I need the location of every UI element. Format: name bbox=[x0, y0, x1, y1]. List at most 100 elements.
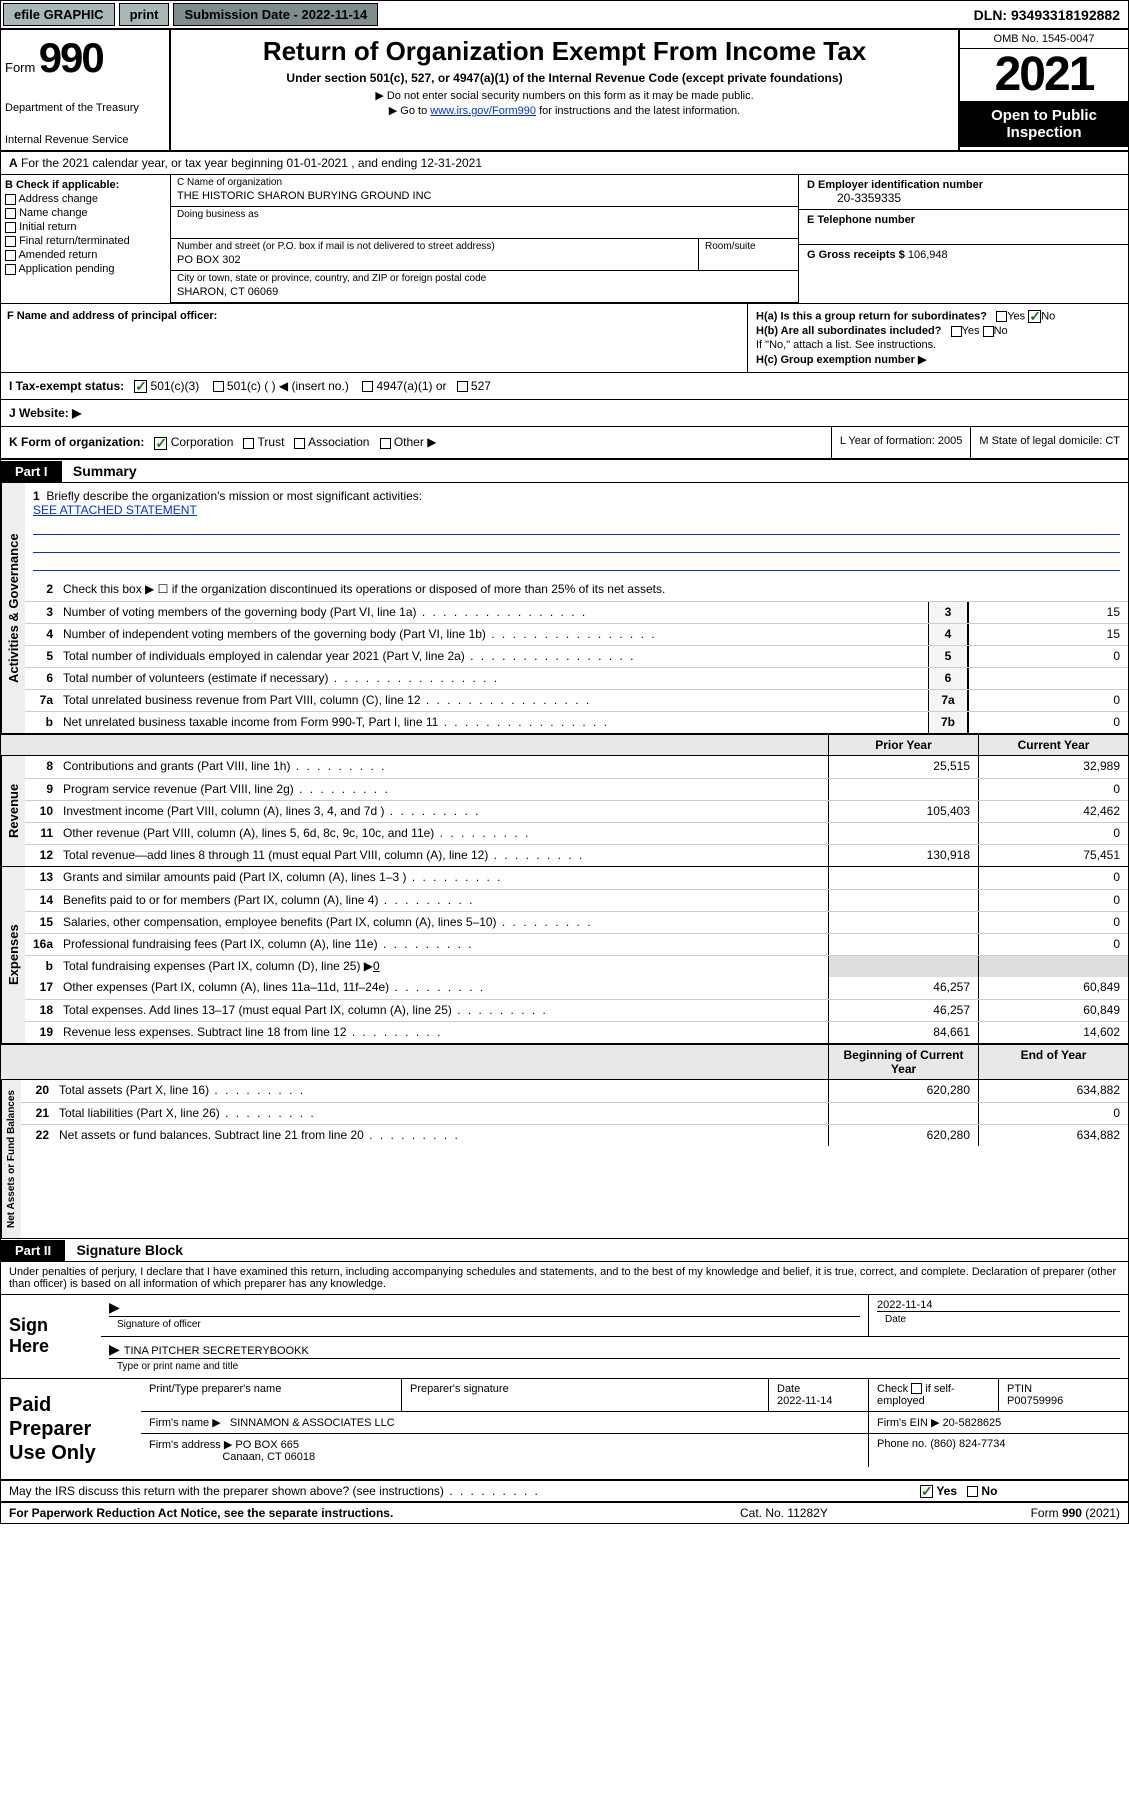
expenses-section-label: Expenses bbox=[1, 867, 25, 1043]
efile-button[interactable]: efile GRAPHIC bbox=[3, 3, 115, 26]
line-2-text: Check this box ▶ ☐ if the organization d… bbox=[59, 579, 1128, 601]
submission-date-button[interactable]: Submission Date - 2022-11-14 bbox=[173, 3, 378, 26]
sig-date: 2022-11-14 bbox=[877, 1299, 932, 1311]
line-3-box: 3 bbox=[928, 602, 968, 623]
activities-section-label: Activities & Governance bbox=[1, 483, 25, 733]
line-3-text: Number of voting members of the governin… bbox=[59, 602, 928, 623]
chk-amended[interactable]: Amended return bbox=[5, 249, 166, 261]
chk-corporation[interactable] bbox=[154, 437, 167, 450]
street-value: PO BOX 302 bbox=[171, 254, 698, 270]
line-5-box: 5 bbox=[928, 646, 968, 667]
form-header: Form 990 Department of the Treasury Inte… bbox=[1, 30, 1128, 152]
line-6-value bbox=[968, 668, 1128, 689]
ptin-value: P00759996 bbox=[1007, 1395, 1063, 1407]
line-1-value[interactable]: SEE ATTACHED STATEMENT bbox=[33, 503, 197, 517]
line-17-current: 60,849 bbox=[978, 977, 1128, 999]
chk-address-change[interactable]: Address change bbox=[5, 193, 166, 205]
line-15-prior bbox=[828, 912, 978, 933]
line-7a-text: Total unrelated business revenue from Pa… bbox=[59, 690, 928, 711]
chk-final-return[interactable]: Final return/terminated bbox=[5, 235, 166, 247]
chk-other[interactable] bbox=[380, 438, 391, 449]
line-5-num: 5 bbox=[25, 646, 59, 667]
cat-number: Cat. No. 11282Y bbox=[740, 1506, 940, 1520]
chk-501c[interactable] bbox=[213, 381, 224, 392]
firm-addr-1: PO BOX 665 bbox=[235, 1439, 299, 1451]
row-j-website: J Website: ▶ bbox=[1, 400, 1128, 427]
preparer-sig-header: Preparer's signature bbox=[401, 1379, 768, 1411]
revenue-col-headers: Prior Year Current Year bbox=[1, 734, 1128, 756]
line-8-prior: 25,515 bbox=[828, 756, 978, 778]
line-15-current: 0 bbox=[978, 912, 1128, 933]
line-8-num: 8 bbox=[25, 756, 59, 778]
print-button[interactable]: print bbox=[119, 3, 170, 26]
line-16b-num: b bbox=[25, 956, 59, 977]
chk-501c3[interactable] bbox=[134, 380, 147, 393]
e-phone-label: E Telephone number bbox=[807, 214, 1120, 226]
line-12-prior: 130,918 bbox=[828, 845, 978, 866]
line-5-text: Total number of individuals employed in … bbox=[59, 646, 928, 667]
sig-name: TINA PITCHER SECRETERYBOOKK bbox=[124, 1345, 309, 1357]
line-14-text: Benefits paid to or for members (Part IX… bbox=[59, 890, 828, 911]
chk-name-change[interactable]: Name change bbox=[5, 207, 166, 219]
line-4-box: 4 bbox=[928, 624, 968, 645]
h-a-label: H(a) Is this a group return for subordin… bbox=[756, 310, 1120, 323]
end-year-header: End of Year bbox=[978, 1045, 1128, 1079]
line-9-current: 0 bbox=[978, 779, 1128, 800]
line-3-value: 15 bbox=[968, 602, 1128, 623]
line-2-num: 2 bbox=[25, 579, 59, 601]
line-16a-num: 16a bbox=[25, 934, 59, 955]
instructions-link[interactable]: www.irs.gov/Form990 bbox=[430, 105, 536, 117]
line-11-text: Other revenue (Part VIII, column (A), li… bbox=[59, 823, 828, 844]
line-1-text: Briefly describe the organization's miss… bbox=[46, 489, 422, 503]
firm-addr-label: Firm's address ▶ bbox=[149, 1439, 232, 1451]
line-14-num: 14 bbox=[25, 890, 59, 911]
row-k-form-org: K Form of organization: Corporation Trus… bbox=[1, 427, 831, 457]
line-10-text: Investment income (Part VIII, column (A)… bbox=[59, 801, 828, 822]
sign-here-label: Sign Here bbox=[1, 1295, 101, 1378]
form-title: Return of Organization Exempt From Incom… bbox=[181, 36, 948, 67]
line-12-num: 12 bbox=[25, 845, 59, 866]
line-13-prior bbox=[828, 867, 978, 889]
chk-4947[interactable] bbox=[362, 381, 373, 392]
line-12-text: Total revenue—add lines 8 through 11 (mu… bbox=[59, 845, 828, 866]
discuss-no[interactable] bbox=[967, 1486, 978, 1497]
chk-initial-return[interactable]: Initial return bbox=[5, 221, 166, 233]
line-18-prior: 46,257 bbox=[828, 1000, 978, 1021]
line-20-current: 634,882 bbox=[978, 1080, 1128, 1102]
firm-addr-2: Canaan, CT 06018 bbox=[222, 1451, 315, 1463]
form-subtitle: Under section 501(c), 527, or 4947(a)(1)… bbox=[181, 71, 948, 85]
section-b-checkboxes: B Check if applicable: Address change Na… bbox=[1, 175, 171, 303]
preparer-name-header: Print/Type preparer's name bbox=[141, 1379, 401, 1411]
line-20-num: 20 bbox=[21, 1080, 55, 1102]
part-1-title: Summary bbox=[65, 460, 145, 482]
line-19-prior: 84,661 bbox=[828, 1022, 978, 1043]
net-section-label: Net Assets or Fund Balances bbox=[1, 1080, 21, 1238]
line-20-prior: 620,280 bbox=[828, 1080, 978, 1102]
sig-officer-label: Signature of officer bbox=[109, 1316, 860, 1332]
line-21-current: 0 bbox=[978, 1103, 1128, 1124]
line-12-current: 75,451 bbox=[978, 845, 1128, 866]
line-16b-text: Total fundraising expenses (Part IX, col… bbox=[59, 956, 828, 977]
line-19-num: 19 bbox=[25, 1022, 59, 1043]
street-label: Number and street (or P.O. box if mail i… bbox=[171, 239, 698, 254]
chk-association[interactable] bbox=[294, 438, 305, 449]
prior-year-header: Prior Year bbox=[828, 735, 978, 755]
line-4-num: 4 bbox=[25, 624, 59, 645]
line-19-current: 14,602 bbox=[978, 1022, 1128, 1043]
line-16a-text: Professional fundraising fees (Part IX, … bbox=[59, 934, 828, 955]
part-2-header: Part II bbox=[1, 1240, 65, 1261]
form-number: 990 bbox=[39, 34, 103, 81]
omb-number: OMB No. 1545-0047 bbox=[960, 30, 1128, 49]
city-label: City or town, state or province, country… bbox=[171, 271, 798, 286]
line-8-text: Contributions and grants (Part VIII, lin… bbox=[59, 756, 828, 778]
chk-trust[interactable] bbox=[243, 438, 254, 449]
m-state-domicile: M State of legal domicile: CT bbox=[970, 427, 1128, 457]
chk-application-pending[interactable]: Application pending bbox=[5, 263, 166, 275]
discuss-yes[interactable] bbox=[920, 1485, 933, 1498]
line-18-num: 18 bbox=[25, 1000, 59, 1021]
chk-527[interactable] bbox=[457, 381, 468, 392]
line-18-text: Total expenses. Add lines 13–17 (must eq… bbox=[59, 1000, 828, 1021]
firm-name-label: Firm's name ▶ bbox=[149, 1417, 221, 1429]
line-13-num: 13 bbox=[25, 867, 59, 889]
city-value: SHARON, CT 06069 bbox=[171, 286, 798, 302]
